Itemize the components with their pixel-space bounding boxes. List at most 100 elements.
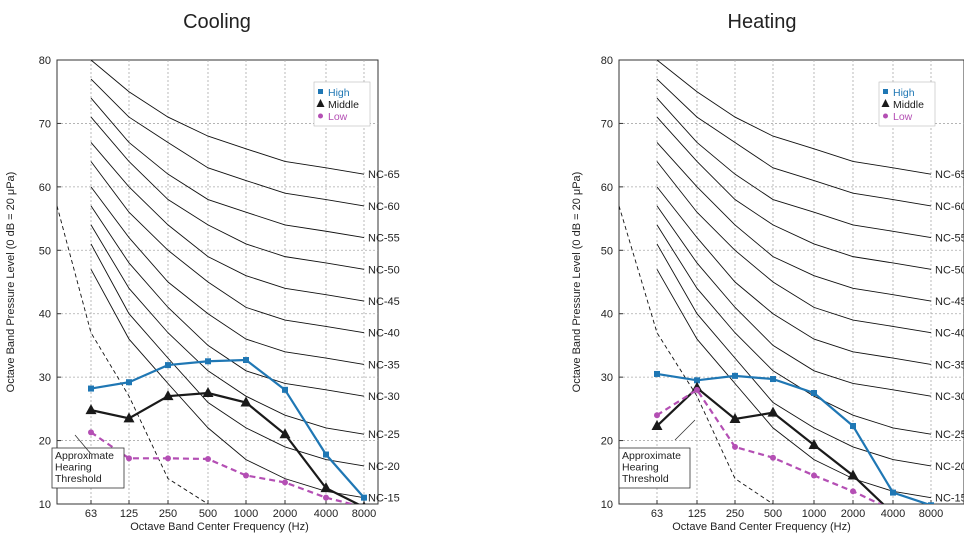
legend-label: Middle — [893, 99, 924, 111]
data-point-middle — [651, 419, 663, 430]
nc-curve-line — [90, 205, 365, 397]
nc-curve-label: NC-65 — [935, 169, 964, 181]
nc-curve-line — [90, 60, 365, 175]
x-tick-label: 4000 — [314, 508, 338, 520]
data-point-low — [126, 455, 132, 462]
nc-curve-line — [656, 224, 932, 435]
data-point-middle — [808, 439, 820, 450]
y-tick-label: 60 — [39, 182, 51, 194]
data-point-low — [205, 455, 211, 462]
nc-curve-line — [90, 161, 365, 334]
nc-curve-label: NC-40 — [368, 328, 400, 340]
x-tick-label: 125 — [688, 508, 706, 520]
x-tick-label: 63 — [651, 508, 663, 520]
nc-curve-label: NC-50 — [368, 264, 400, 276]
x-tick-label: 250 — [159, 508, 177, 520]
nc-curve-label: NC-55 — [368, 233, 400, 245]
nc-curve-label: NC-55 — [935, 233, 964, 245]
y-tick-label: 80 — [601, 55, 613, 67]
data-point-low — [282, 479, 288, 486]
legend-marker-low — [883, 113, 888, 119]
nc-curve-line — [656, 186, 932, 365]
data-point-high — [205, 358, 211, 365]
series-line-low — [90, 431, 356, 504]
nc-curve-label: NC-25 — [368, 429, 400, 441]
data-point-high — [850, 422, 856, 429]
chart-title: Cooling — [183, 11, 251, 33]
nc-curve-line — [656, 116, 932, 270]
data-point-low — [850, 488, 856, 495]
y-tick-label: 60 — [601, 182, 613, 194]
y-tick-label: 10 — [39, 499, 51, 511]
legend-label: Middle — [328, 99, 359, 111]
data-point-high — [890, 489, 896, 496]
series-line-high — [90, 358, 365, 499]
hearing-threshold-line — [57, 205, 209, 504]
y-tick-label: 30 — [39, 372, 51, 384]
nc-curve-label: NC-35 — [368, 359, 400, 371]
annotation-text: Threshold — [622, 473, 669, 485]
x-axis-label: Octave Band Center Frequency (Hz) — [130, 521, 309, 533]
nc-curve-line — [90, 78, 365, 207]
legend-marker-high — [883, 89, 888, 94]
data-point-high — [282, 386, 288, 393]
y-axis-label: Octave Band Pressure Level (0 dB = 20 μP… — [571, 172, 583, 393]
y-tick-label: 70 — [601, 118, 613, 130]
annotation-text: Approximate — [622, 450, 681, 462]
annotation-text: Approximate — [55, 450, 114, 462]
nc-curve-label: NC-35 — [935, 359, 964, 371]
data-point-low — [694, 386, 700, 393]
y-tick-label: 80 — [39, 55, 51, 67]
data-point-low — [165, 455, 171, 462]
x-tick-label: 500 — [199, 508, 217, 520]
data-point-middle — [767, 406, 779, 417]
nc-curve-line — [90, 142, 365, 302]
legend-label: Low — [893, 111, 913, 123]
data-point-middle — [279, 428, 291, 439]
data-point-middle — [847, 469, 859, 480]
nc-curve-line — [656, 269, 932, 499]
y-tick-label: 70 — [39, 118, 51, 130]
x-tick-label: 63 — [85, 508, 97, 520]
chart-panel-1: Heating 10 20 30 40 50 60 70 80 63 125 250 500 1000 20… — [571, 11, 964, 533]
x-tick-label: 8000 — [919, 508, 943, 520]
series-line-middle — [90, 391, 361, 504]
annotation-text: Hearing — [622, 462, 659, 474]
data-point-high — [928, 502, 934, 504]
series-line-high — [656, 372, 931, 504]
nc-curve-label: NC-20 — [368, 461, 400, 473]
y-axis-label: Octave Band Pressure Level (0 dB = 20 μP… — [5, 172, 17, 393]
data-point-high — [654, 370, 660, 377]
y-tick-label: 40 — [601, 309, 613, 321]
series-line-middle — [656, 386, 885, 504]
nc-curve-label: NC-50 — [935, 264, 964, 276]
nc-curve-line — [90, 116, 365, 270]
nc-curve-line — [90, 243, 365, 467]
annotation-box — [618, 447, 691, 489]
data-point-high — [732, 372, 738, 379]
y-tick-label: 50 — [39, 245, 51, 257]
x-tick-label: 2000 — [841, 508, 865, 520]
x-tick-label: 1000 — [234, 508, 258, 520]
nc-curve-label: NC-60 — [935, 201, 964, 213]
nc-curve-line — [90, 97, 365, 239]
y-tick-label: 30 — [601, 372, 613, 384]
x-tick-label: 2000 — [273, 508, 297, 520]
data-point-low — [732, 443, 738, 450]
nc-curve-label: NC-65 — [368, 169, 400, 181]
data-point-high — [770, 376, 776, 383]
data-point-middle — [162, 390, 174, 401]
nc-curve-line — [90, 224, 365, 435]
data-point-middle — [729, 413, 741, 424]
data-point-high — [694, 377, 700, 384]
data-point-high — [811, 390, 817, 396]
legend-box — [878, 81, 936, 127]
nc-curve-label: NC-15 — [935, 493, 964, 505]
x-tick-label: 4000 — [881, 508, 905, 520]
annotation-text: Threshold — [55, 473, 102, 485]
nc-curve-line — [656, 205, 932, 397]
data-point-high — [88, 385, 94, 392]
nc-curve-label: NC-40 — [935, 328, 964, 340]
x-axis-label: Octave Band Center Frequency (Hz) — [672, 521, 851, 533]
